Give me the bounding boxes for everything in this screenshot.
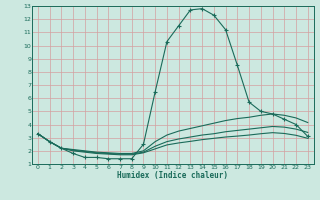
X-axis label: Humidex (Indice chaleur): Humidex (Indice chaleur) [117, 171, 228, 180]
